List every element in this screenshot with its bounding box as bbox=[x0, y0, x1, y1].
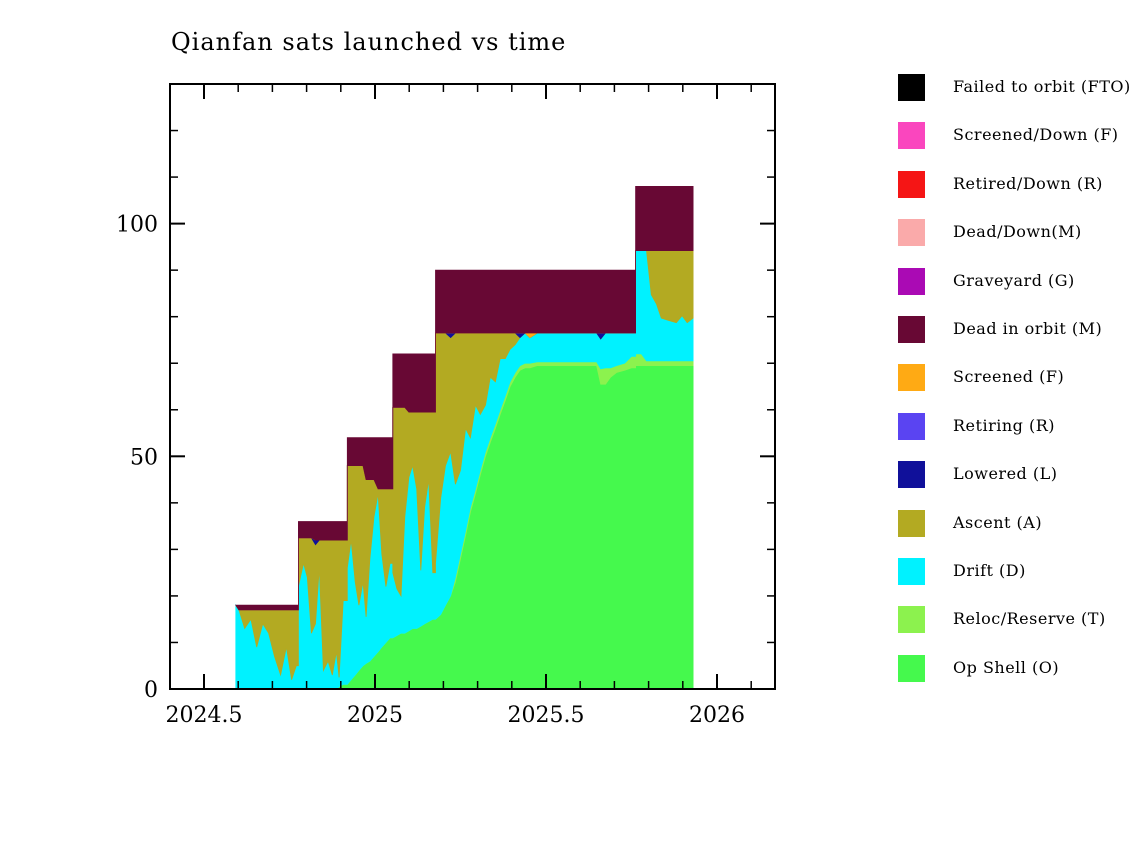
y-tick-label: 100 bbox=[116, 213, 158, 238]
x-tick-label: 2025 bbox=[347, 703, 403, 728]
x-tick-label: 2025.5 bbox=[508, 703, 585, 728]
x-tick-label: 2024.5 bbox=[166, 703, 243, 728]
plot-frame bbox=[169, 83, 776, 690]
y-tick-label: 50 bbox=[130, 445, 158, 470]
series-dead-in-orbit bbox=[235, 186, 694, 611]
x-tick-label: 2026 bbox=[689, 703, 745, 728]
y-tick-label: 0 bbox=[144, 678, 158, 703]
chart-title: Qianfan sats launched vs time bbox=[171, 28, 567, 56]
